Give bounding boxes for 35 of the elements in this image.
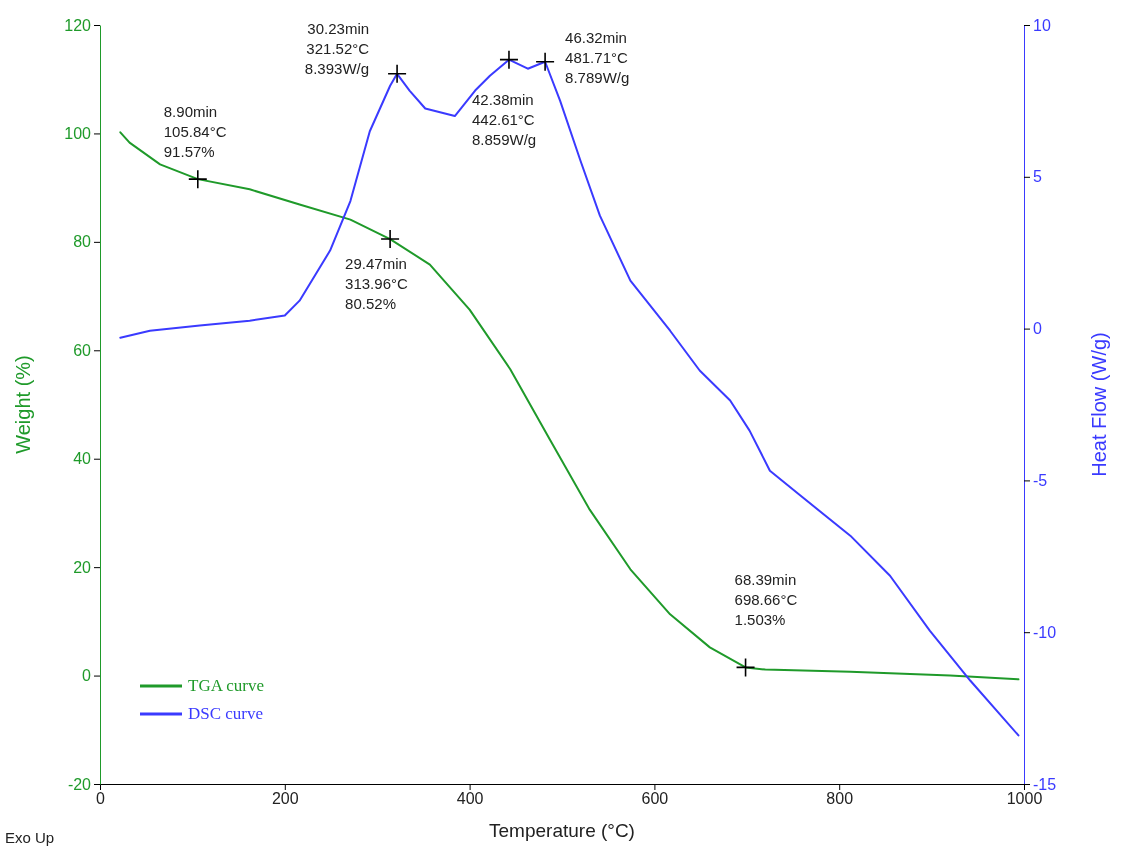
x-tick-label: 1000 xyxy=(1006,790,1043,808)
legend-label: TGA curve xyxy=(188,676,265,695)
y-tick-label: 100 xyxy=(64,125,92,143)
point xyxy=(735,657,756,678)
point xyxy=(188,169,208,189)
x-axis-title: Temperature (°C) xyxy=(489,820,635,841)
annotation: 68.39min 698.66°C 1.503% xyxy=(734,571,798,629)
y2-tick-label: 10 xyxy=(1033,16,1051,34)
y2-tick-label: -10 xyxy=(1033,623,1057,641)
x-tick-label: 600 xyxy=(641,790,669,808)
annotation: 30.23min 321.52°C 8.393W/g xyxy=(304,19,370,77)
annotation: 42.38min 442.61°C 8.859W/g xyxy=(471,90,537,148)
y-tick-label: -20 xyxy=(67,775,92,793)
y-axis-title: Weight (%) xyxy=(12,355,34,454)
y-tick-label: 120 xyxy=(64,16,92,34)
legend-label: DSC curve xyxy=(188,704,264,723)
y-tick-label: 60 xyxy=(73,341,92,359)
y2-tick-label: 5 xyxy=(1033,168,1042,186)
annotation: 29.47min 313.96°C 80.52% xyxy=(345,255,408,313)
x-tick-label: 0 xyxy=(96,790,106,808)
y2-axis-title: Heat Flow (W/g) xyxy=(1088,332,1110,477)
x-tick-label: 400 xyxy=(456,790,484,808)
y-tick-label: 40 xyxy=(73,450,92,468)
y2-tick-label: -5 xyxy=(1033,472,1048,490)
y-tick-label: 80 xyxy=(73,233,92,251)
x-tick-label: 200 xyxy=(271,790,299,808)
y2-tick-label: 0 xyxy=(1033,320,1042,338)
y-tick-label: 0 xyxy=(82,667,92,685)
x-tick-label: 800 xyxy=(826,790,854,808)
annotation: 8.90min 105.84°C 91.57% xyxy=(163,103,227,161)
y-tick-label: 20 xyxy=(73,558,92,576)
y2-tick-label: -15 xyxy=(1033,775,1057,793)
text: Exo Up xyxy=(5,829,55,846)
annotation: 46.32min 481.71°C 8.789W/g xyxy=(565,28,630,86)
point xyxy=(380,229,400,249)
